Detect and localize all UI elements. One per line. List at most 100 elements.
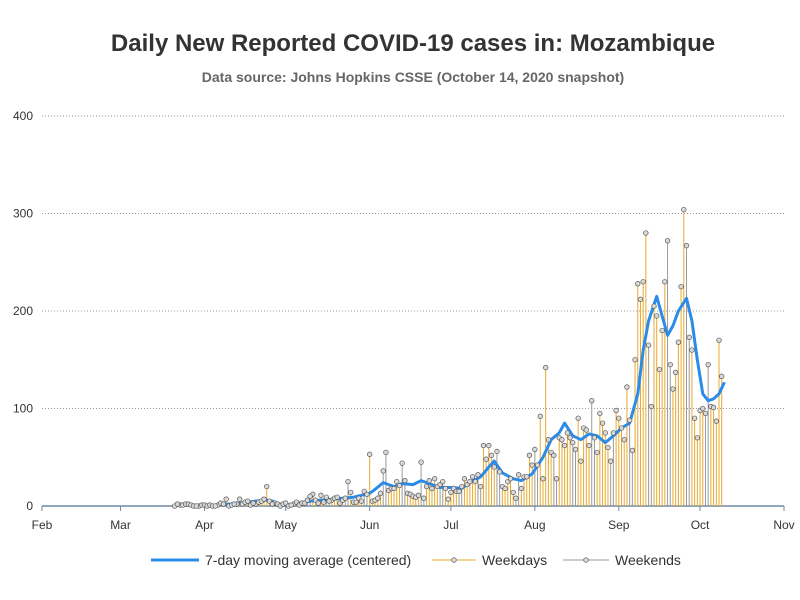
weekends-point bbox=[705, 361, 711, 368]
weekdays-point bbox=[719, 373, 725, 379]
weekdays-point bbox=[375, 495, 381, 501]
weekends-point bbox=[342, 495, 348, 501]
y-tick-label: 300 bbox=[13, 207, 33, 221]
weekdays-point bbox=[261, 496, 267, 502]
weekdays-point bbox=[264, 483, 270, 490]
weekends-point bbox=[326, 498, 332, 504]
weekends-point bbox=[402, 478, 408, 484]
y-tick-label: 400 bbox=[13, 109, 33, 123]
weekdays-point bbox=[483, 456, 489, 462]
weekdays-point bbox=[510, 489, 516, 496]
weekends-point bbox=[702, 410, 709, 417]
x-tick-label: Apr bbox=[195, 518, 214, 532]
weekends-point bbox=[532, 446, 538, 453]
weekends-point bbox=[648, 403, 654, 410]
weekends-point bbox=[380, 468, 386, 474]
weekdays-point bbox=[637, 296, 644, 302]
weekends-point bbox=[629, 447, 636, 454]
weekdays-point bbox=[710, 404, 717, 411]
weekdays-point bbox=[423, 483, 430, 490]
weekends-point bbox=[193, 503, 200, 509]
weekdays-point bbox=[602, 430, 608, 436]
points bbox=[172, 206, 725, 509]
weekdays-point bbox=[432, 476, 438, 482]
legend-marker-weekdays bbox=[451, 557, 457, 563]
y-tick-label: 200 bbox=[13, 304, 33, 318]
weekdays-point bbox=[223, 496, 229, 502]
x-tick-label: Oct bbox=[691, 518, 710, 532]
weekdays-point bbox=[662, 279, 668, 285]
weekdays-point bbox=[237, 496, 243, 502]
weekdays-point bbox=[524, 474, 530, 480]
weekends-point bbox=[383, 449, 389, 456]
weekdays-point bbox=[543, 364, 549, 371]
weekends-point bbox=[626, 417, 633, 423]
weekdays-point bbox=[318, 492, 324, 498]
weekends-point bbox=[667, 361, 673, 368]
weekdays-point bbox=[526, 452, 533, 458]
weekdays-point bbox=[624, 384, 630, 390]
weekdays-point bbox=[540, 476, 546, 482]
weekends-point bbox=[304, 497, 311, 503]
weekdays-point bbox=[467, 478, 473, 485]
weekends-point bbox=[608, 458, 614, 464]
legend-label-weekdays: Weekdays bbox=[482, 552, 547, 568]
weekdays-point bbox=[559, 437, 565, 443]
x-tick-label: Sep bbox=[608, 518, 630, 532]
weekdays-point bbox=[502, 485, 508, 492]
weekdays-point bbox=[445, 496, 451, 502]
weekends-point bbox=[212, 503, 218, 509]
weekends-point bbox=[231, 501, 237, 507]
legend-label-weekends: Weekends bbox=[615, 552, 681, 568]
weekdays-point bbox=[567, 435, 573, 441]
weekends-point bbox=[515, 472, 522, 478]
weekdays-point bbox=[529, 462, 535, 468]
weekdays-point bbox=[353, 499, 359, 505]
legend-label-average: 7-day moving average (centered) bbox=[205, 552, 411, 568]
weekends-point bbox=[475, 472, 481, 478]
weekends-point bbox=[497, 469, 503, 475]
weekdays-point bbox=[377, 490, 384, 496]
weekdays-point bbox=[673, 369, 679, 376]
weekdays-point bbox=[675, 339, 682, 345]
weekdays-point bbox=[700, 405, 706, 412]
weekends-point bbox=[645, 342, 652, 348]
weekdays-point bbox=[670, 386, 676, 392]
weekdays-point bbox=[618, 425, 625, 431]
weekends-point bbox=[683, 243, 690, 249]
needles bbox=[176, 209, 723, 506]
weekdays-point bbox=[367, 451, 373, 457]
weekends-point bbox=[610, 430, 617, 436]
x-tick-label: Feb bbox=[32, 518, 53, 532]
weekdays-point bbox=[678, 283, 684, 290]
weekdays-point bbox=[613, 407, 619, 414]
weekdays-point bbox=[586, 442, 592, 449]
weekends-point bbox=[513, 495, 519, 501]
weekdays-point bbox=[651, 303, 657, 309]
y-tick-label: 0 bbox=[26, 499, 33, 513]
weekdays-point bbox=[694, 435, 700, 441]
weekends-point bbox=[589, 398, 595, 404]
weekdays-point bbox=[429, 485, 435, 492]
weekends-point bbox=[570, 439, 576, 446]
weekdays-point bbox=[616, 415, 622, 421]
weekends-point bbox=[250, 500, 256, 506]
weekends-point bbox=[174, 501, 181, 507]
weekdays-point bbox=[640, 279, 646, 285]
weekdays-point bbox=[564, 430, 571, 436]
weekends-point bbox=[551, 452, 557, 458]
weekends-point bbox=[364, 491, 370, 497]
weekdays-point bbox=[394, 478, 400, 485]
chart-title: Daily New Reported COVID-19 cases in: Mo… bbox=[110, 30, 716, 57]
weekends-point bbox=[478, 483, 484, 490]
weekdays-point bbox=[348, 489, 354, 496]
weekends-point bbox=[323, 494, 329, 500]
weekends-point bbox=[421, 495, 427, 501]
weekdays-point bbox=[415, 492, 422, 498]
weekends-point bbox=[572, 446, 579, 453]
legend-marker-weekends bbox=[583, 557, 589, 563]
weekdays-point bbox=[654, 313, 660, 319]
weekdays-point bbox=[632, 357, 638, 363]
weekdays-point bbox=[597, 410, 603, 417]
weekdays-point bbox=[713, 418, 719, 424]
